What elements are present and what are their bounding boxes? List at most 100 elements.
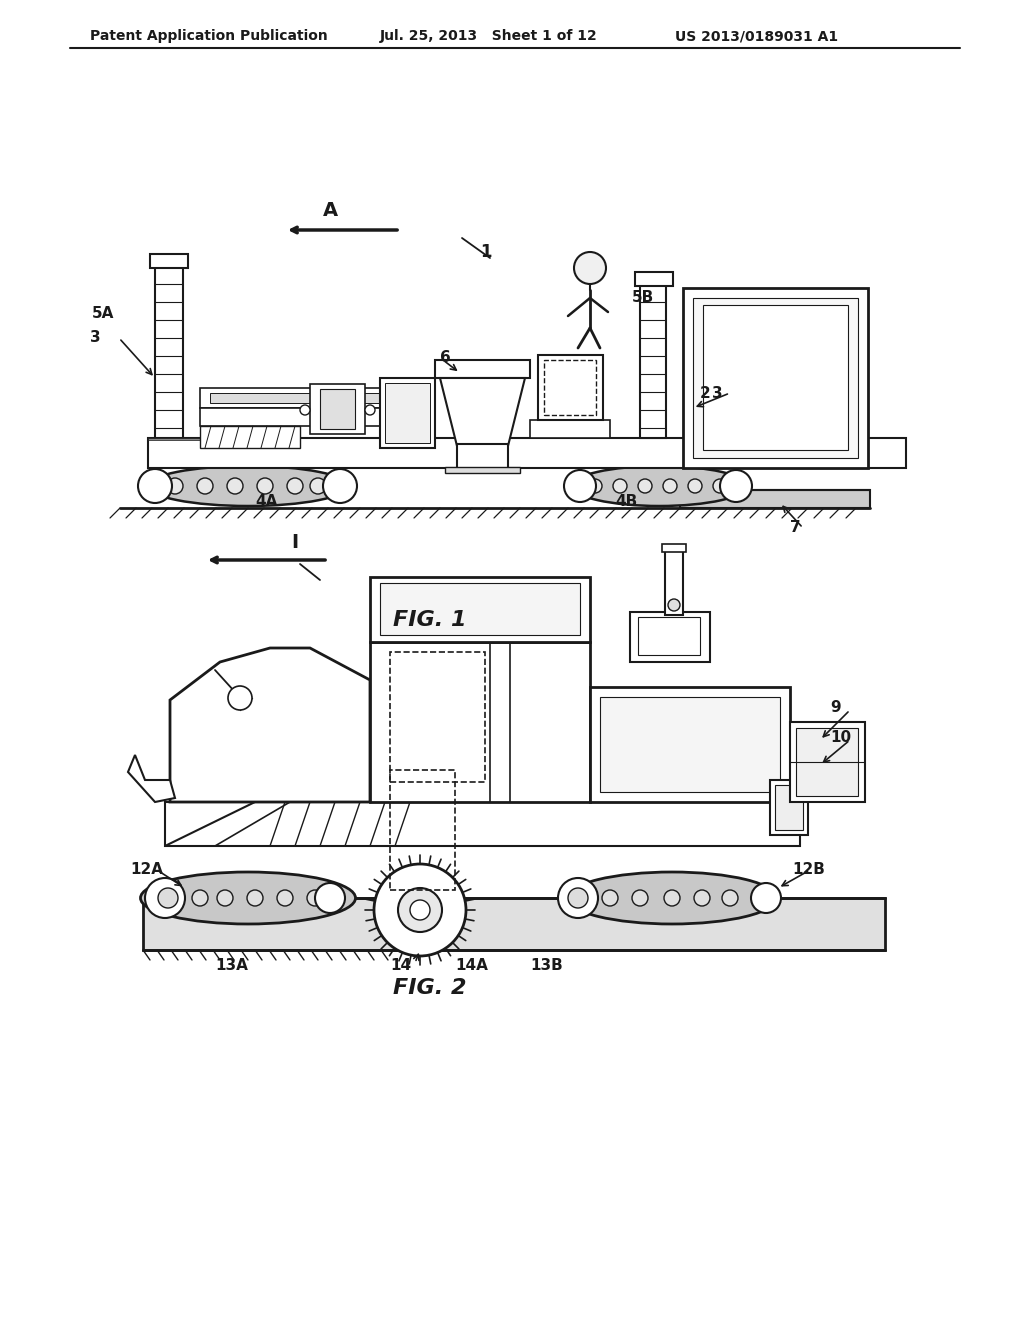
Polygon shape	[440, 378, 525, 446]
Bar	[638, 616, 700, 655]
Text: 13B: 13B	[530, 957, 563, 973]
Polygon shape	[170, 648, 370, 803]
Circle shape	[751, 883, 781, 913]
Text: 9: 9	[830, 701, 841, 715]
Bar	[665, 546, 683, 615]
Bar	[635, 272, 673, 286]
Bar	[150, 253, 188, 268]
Bar	[703, 305, 848, 450]
Circle shape	[722, 890, 738, 906]
Bar	[165, 803, 800, 846]
Text: 5B: 5B	[632, 290, 654, 305]
Bar	[390, 652, 485, 781]
Text: 14A: 14A	[455, 957, 487, 973]
Circle shape	[365, 405, 375, 414]
Bar	[790, 722, 865, 803]
Circle shape	[228, 686, 252, 710]
Bar	[319, 389, 355, 429]
Bar	[380, 378, 435, 447]
Bar	[683, 288, 868, 469]
Circle shape	[323, 469, 357, 503]
Bar	[600, 697, 780, 792]
Circle shape	[613, 479, 627, 492]
Text: FIG. 2: FIG. 2	[393, 978, 467, 998]
Text: 12A: 12A	[130, 862, 163, 878]
Bar	[775, 785, 803, 830]
Text: 1: 1	[480, 243, 492, 261]
Circle shape	[574, 252, 606, 284]
Bar	[538, 355, 603, 420]
Bar	[200, 388, 415, 408]
Bar	[370, 642, 590, 803]
Bar	[148, 438, 906, 469]
Text: A: A	[323, 201, 338, 219]
Circle shape	[257, 478, 273, 494]
Circle shape	[374, 865, 466, 956]
Text: I: I	[292, 532, 299, 552]
Circle shape	[145, 878, 185, 917]
Text: US 2013/0189031 A1: US 2013/0189031 A1	[675, 29, 838, 44]
Circle shape	[227, 478, 243, 494]
Bar	[680, 490, 870, 508]
Circle shape	[564, 470, 596, 502]
Circle shape	[694, 890, 710, 906]
Circle shape	[167, 478, 183, 494]
Text: 12B: 12B	[792, 862, 825, 878]
Text: Jul. 25, 2013   Sheet 1 of 12: Jul. 25, 2013 Sheet 1 of 12	[380, 29, 598, 44]
Circle shape	[300, 405, 310, 414]
Bar	[380, 583, 580, 635]
Bar	[385, 383, 430, 444]
Text: 10: 10	[830, 730, 851, 744]
Circle shape	[315, 883, 345, 913]
Bar	[457, 444, 508, 470]
Text: 7: 7	[790, 520, 801, 536]
Circle shape	[568, 888, 588, 908]
Circle shape	[193, 890, 208, 906]
Circle shape	[278, 890, 293, 906]
Bar	[155, 263, 183, 438]
Text: 4B: 4B	[615, 495, 637, 510]
Bar	[590, 686, 790, 803]
Circle shape	[217, 890, 233, 906]
Circle shape	[638, 479, 652, 492]
Circle shape	[602, 890, 618, 906]
Bar	[200, 426, 300, 447]
Text: 2: 2	[700, 385, 711, 400]
Text: 5A: 5A	[92, 305, 115, 321]
Circle shape	[410, 900, 430, 920]
Text: 13A: 13A	[215, 957, 248, 973]
Text: 3: 3	[90, 330, 100, 346]
Circle shape	[720, 470, 752, 502]
Circle shape	[138, 469, 172, 503]
Polygon shape	[128, 755, 175, 803]
Circle shape	[664, 890, 680, 906]
Bar	[370, 577, 590, 642]
Ellipse shape	[140, 873, 355, 924]
Circle shape	[158, 888, 178, 908]
Bar	[310, 384, 365, 434]
Circle shape	[588, 479, 602, 492]
Circle shape	[307, 890, 323, 906]
Circle shape	[632, 890, 648, 906]
Bar	[210, 393, 406, 403]
Bar	[544, 360, 596, 414]
Circle shape	[668, 599, 680, 611]
Polygon shape	[148, 438, 200, 440]
Ellipse shape	[148, 466, 348, 506]
Ellipse shape	[572, 466, 746, 506]
Text: 6: 6	[440, 351, 451, 366]
Bar	[143, 898, 885, 950]
Ellipse shape	[567, 873, 777, 924]
Bar	[640, 282, 666, 438]
Bar	[530, 420, 610, 438]
Text: Patent Application Publication: Patent Application Publication	[90, 29, 328, 44]
Circle shape	[713, 479, 727, 492]
Bar	[796, 729, 858, 796]
Bar	[770, 780, 808, 836]
Circle shape	[287, 478, 303, 494]
Bar	[693, 298, 858, 458]
Bar	[200, 408, 415, 426]
Text: 3: 3	[712, 385, 723, 400]
Circle shape	[663, 479, 677, 492]
Bar	[445, 467, 520, 473]
